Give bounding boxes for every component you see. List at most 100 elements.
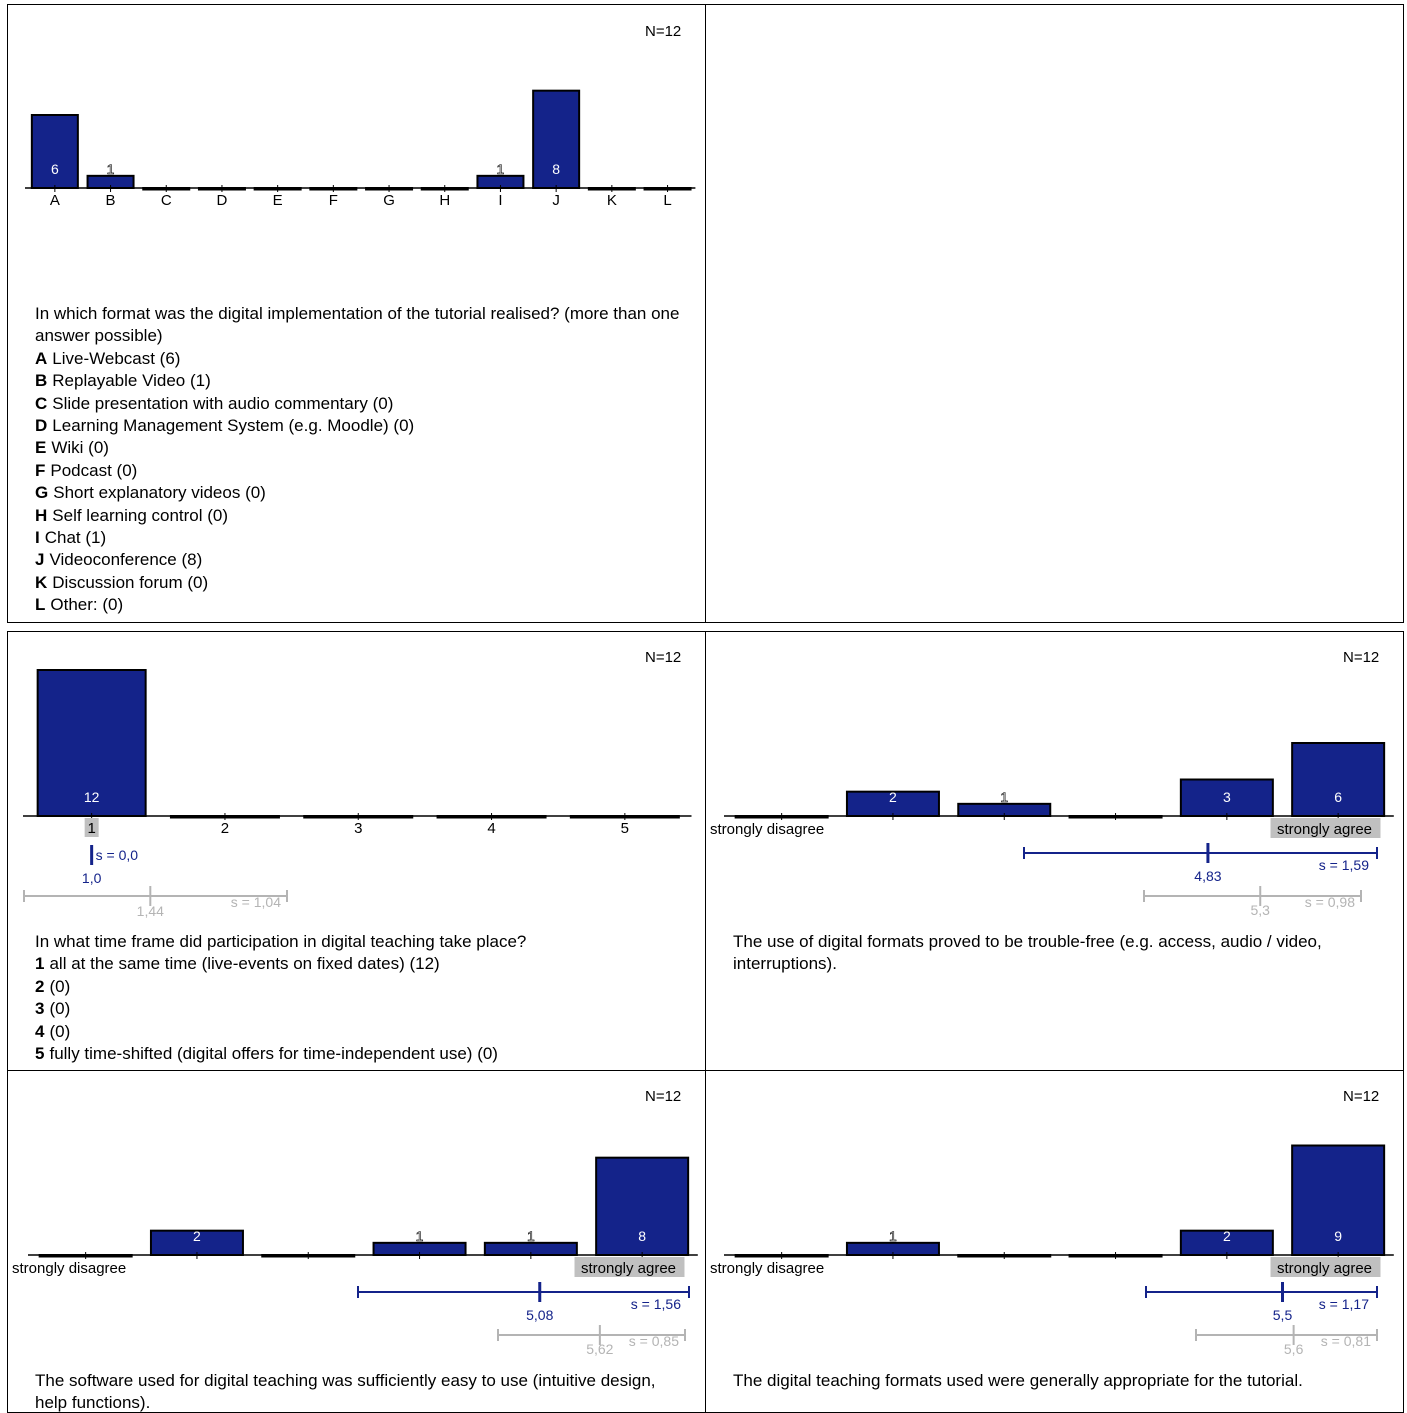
compare-std-label: s = 1,04	[231, 894, 281, 910]
option-text: Short explanatory videos (0)	[53, 483, 266, 503]
x-tick-label: D	[217, 192, 228, 209]
chart-panel-timeframe: 12 1 2 3 4 5 1,0 s = 0,0 1,44 s = 1,04 N=12 In wh…	[7, 631, 706, 1071]
option-text: Replayable Video (1)	[52, 371, 211, 391]
option-key: F	[35, 460, 46, 480]
highlight-box	[84, 818, 99, 837]
data-label: 2	[193, 1228, 201, 1244]
compare-mean-label: 5,6	[1284, 1341, 1304, 1357]
answer-options: A Live-Webcast (6) B Replayable Video (1) C S…	[35, 348, 685, 617]
bar	[1179, 778, 1274, 817]
question-title: In what time frame did participation in …	[35, 932, 527, 951]
compare-std-label: s = 0,81	[1321, 1333, 1371, 1349]
option-text: Wiki (0)	[51, 438, 109, 458]
answer-option: H Self learning control (0)	[35, 505, 685, 527]
x-tick-label: E	[273, 192, 283, 209]
option-text: Slide presentation with audio commentary…	[52, 393, 394, 413]
option-key: H	[35, 505, 48, 525]
option-text: Podcast (0)	[50, 460, 138, 480]
compare-std-label: s = 0,85	[629, 1333, 679, 1349]
mean-label: 5,5	[1273, 1307, 1293, 1323]
compare-mean-label: 5,62	[586, 1341, 613, 1357]
bar	[30, 114, 79, 189]
option-key: A	[35, 348, 48, 368]
bar	[1179, 1229, 1274, 1257]
answer-option: 4 (0)	[35, 1021, 685, 1043]
option-text: Self learning control (0)	[52, 505, 229, 525]
answer-option: C Slide presentation with audio commentar…	[35, 393, 685, 415]
x-tick-label: B	[106, 192, 116, 209]
data-label: 1	[416, 1228, 424, 1244]
option-key: 5	[35, 1044, 45, 1064]
question-text: The use of digital formats proved to be …	[733, 931, 1353, 976]
answer-option: A Live-Webcast (6)	[35, 348, 685, 370]
option-key: C	[35, 393, 48, 413]
data-label: 2	[889, 789, 897, 805]
std-label: s = 1,59	[1319, 857, 1369, 873]
compare-std-label: s = 0,98	[1305, 894, 1355, 910]
option-key: 1	[35, 954, 45, 974]
x-tick-label: 4	[487, 820, 495, 837]
question-title: The software used for digital teaching w…	[35, 1371, 656, 1413]
bar	[1291, 742, 1386, 817]
x-tick-label: 3	[354, 820, 362, 837]
std-label: s = 1,17	[1319, 1296, 1369, 1312]
option-text: Chat (1)	[44, 528, 107, 548]
data-label: 6	[51, 161, 59, 177]
option-text: (0)	[49, 976, 71, 996]
answer-option: J Videoconference (8)	[35, 549, 685, 571]
x-tick-label: H	[439, 192, 450, 209]
compare-mean-label: 5,3	[1251, 902, 1271, 918]
data-label: 1	[497, 161, 505, 177]
answer-option: D Learning Management System (e.g. Moodle…	[35, 415, 685, 437]
answer-option: 1 all at the same time (live-events on fi…	[35, 953, 685, 975]
answer-options: 1 all at the same time (live-events on fi…	[35, 953, 685, 1065]
data-label: 1	[1000, 789, 1008, 805]
option-text: Live-Webcast (6)	[52, 348, 181, 368]
option-text: Learning Management System (e.g. Moodle)…	[52, 416, 415, 436]
n-label: N=12	[645, 23, 682, 40]
x-tick-label: F	[329, 192, 338, 209]
option-text: (0)	[49, 999, 71, 1019]
x-tick-label: A	[50, 192, 60, 209]
data-label: 12	[84, 789, 100, 805]
answer-option: 5 fully time-shifted (digital offers for …	[35, 1043, 685, 1065]
troublefree-chart: 2 1 3 6 strongly disagree strongly agree 4,83 s…	[710, 742, 1394, 918]
answer-option: L Other: (0)	[35, 594, 685, 616]
answer-option: G Short explanatory videos (0)	[35, 482, 685, 504]
data-label: 1	[107, 161, 115, 177]
compare-mean-label: 1,44	[137, 903, 164, 919]
scale-right-label: strongly agree	[1277, 821, 1372, 838]
scale-right-label: strongly agree	[581, 1260, 676, 1277]
x-tick-label: L	[663, 192, 671, 209]
option-key: I	[35, 528, 40, 548]
mean-label: 5,08	[526, 1307, 553, 1323]
answer-option: I Chat (1)	[35, 527, 685, 549]
bar	[149, 1229, 244, 1257]
x-tick-label: C	[161, 192, 172, 209]
question-text: The software used for digital teaching w…	[35, 1370, 685, 1413]
question-text: In what time frame did participation in …	[35, 931, 685, 1065]
mean-label: 4,83	[1194, 868, 1221, 884]
data-label: 9	[1334, 1228, 1342, 1244]
answer-option: 2 (0)	[35, 976, 685, 998]
option-key: B	[35, 371, 48, 391]
option-text: Discussion forum (0)	[52, 572, 209, 592]
option-key: 4	[35, 1021, 45, 1041]
highlight-box	[1270, 1257, 1381, 1277]
data-label: 8	[638, 1228, 646, 1244]
software-chart: 2 1 1 8 strongly disagree strongly agree 5,08 s…	[12, 1156, 698, 1357]
option-key: L	[35, 595, 46, 615]
n-label: N=12	[645, 1088, 682, 1105]
data-label: 3	[1223, 789, 1231, 805]
n-label: N=12	[645, 649, 682, 666]
option-text: all at the same time (live-events on fix…	[49, 954, 440, 974]
x-tick-label: J	[552, 192, 560, 209]
option-key: K	[35, 572, 48, 592]
data-label: 6	[1334, 789, 1342, 805]
empty-panel	[705, 4, 1404, 623]
n-label: N=12	[1343, 649, 1380, 666]
scale-right-label: strongly agree	[1277, 1260, 1372, 1277]
option-key: D	[35, 416, 48, 436]
option-key: 2	[35, 976, 45, 996]
